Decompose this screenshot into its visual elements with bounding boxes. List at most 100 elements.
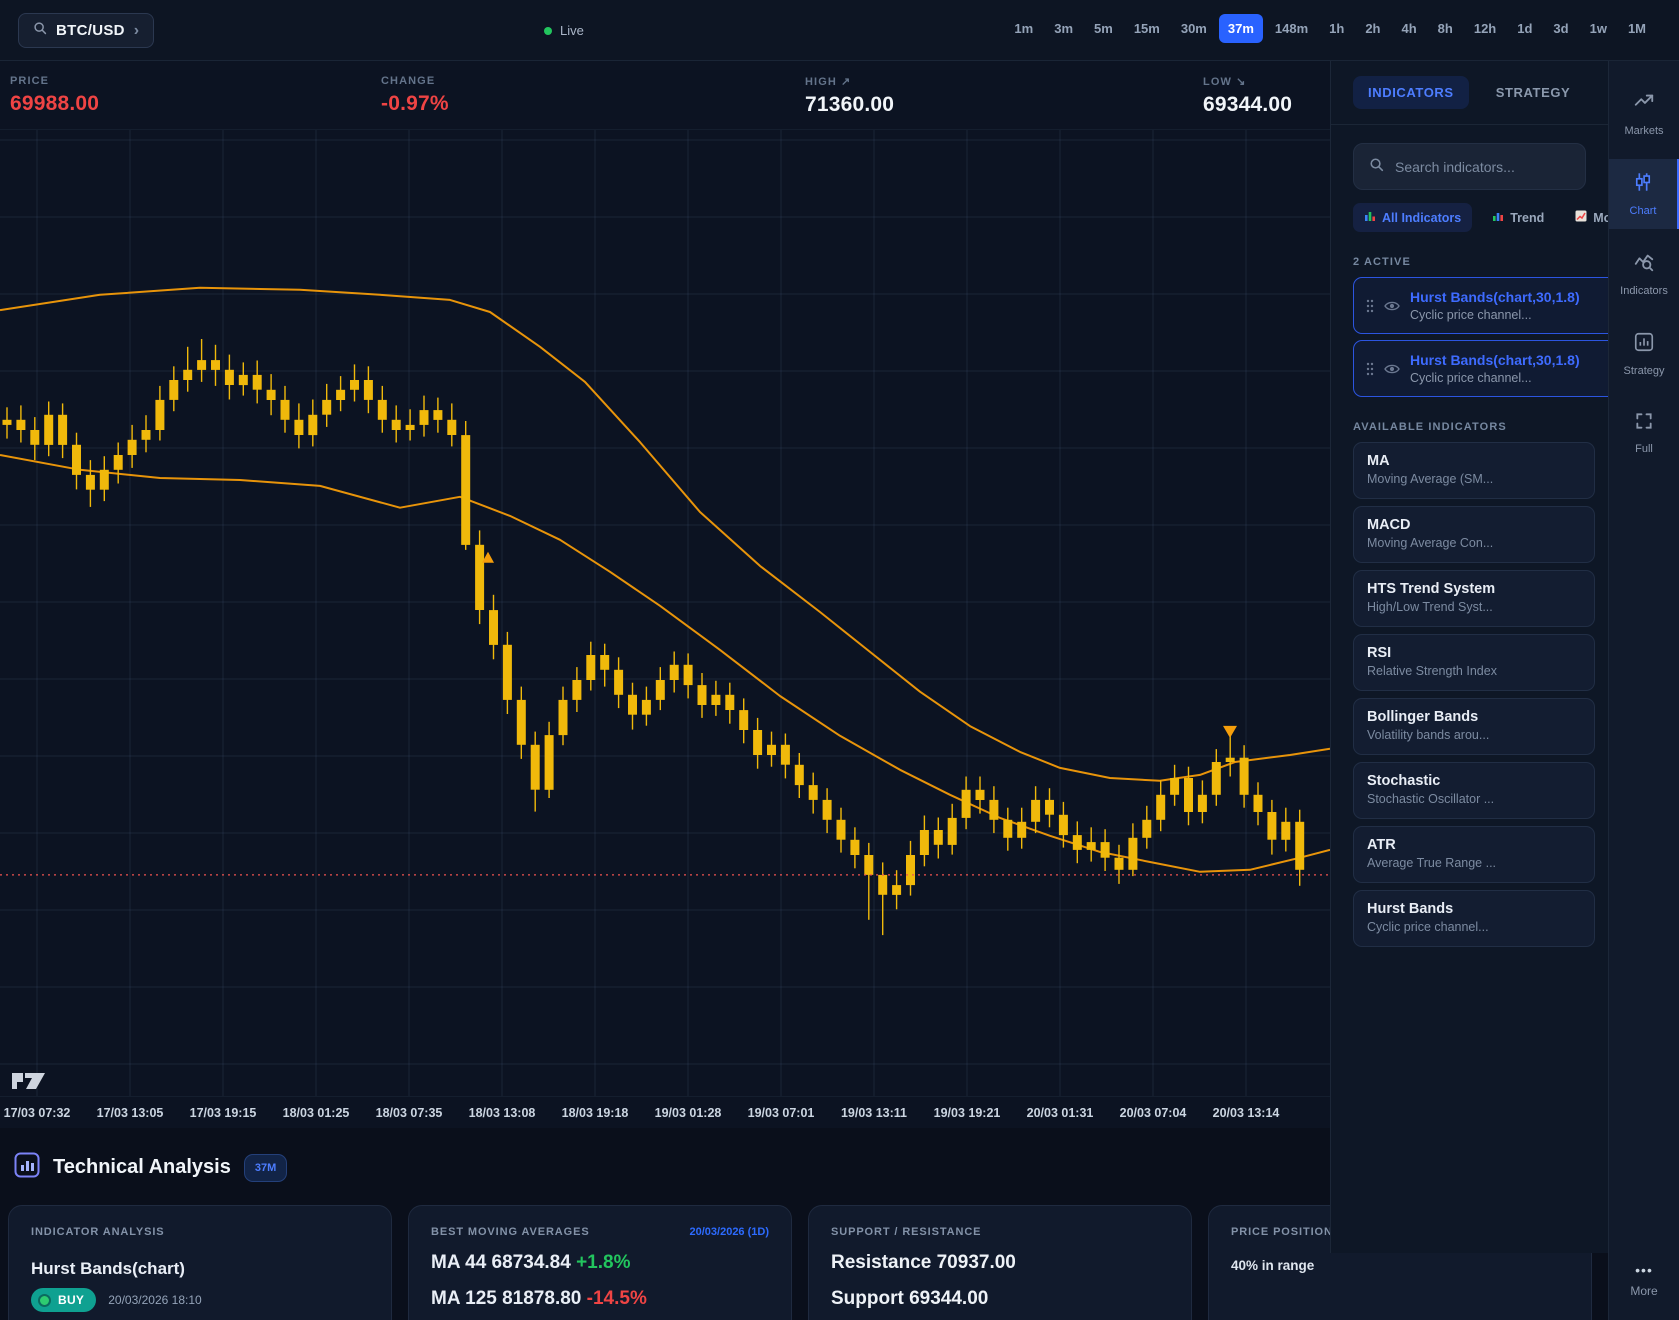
symbol-label: BTC/USD xyxy=(56,22,125,39)
stat-price-label: PRICE xyxy=(10,75,50,87)
available-label: AVAILABLE INDICATORS xyxy=(1353,421,1507,433)
active-indicator-text: Hurst Bands(chart,30,1.8) Cyclic price ch… xyxy=(1410,352,1608,385)
eye-icon[interactable] xyxy=(1384,300,1400,312)
eye-icon[interactable] xyxy=(1384,363,1400,375)
indicator-desc: Moving Average (SM... xyxy=(1367,472,1494,486)
timeframe-2h[interactable]: 2h xyxy=(1356,14,1389,43)
time-axis-label: 17/03 07:32 xyxy=(3,1106,71,1120)
sell-marker-icon xyxy=(1223,725,1237,738)
analysis-title: Technical Analysis xyxy=(53,1156,231,1178)
tool-sidebar: Markets Chart Indicators Strategy Full ••• M… xyxy=(1608,61,1679,1320)
analysis-header: Technical Analysis 37M xyxy=(14,1152,288,1183)
timeframe-15m[interactable]: 15m xyxy=(1125,14,1169,43)
moving-averages-card: BEST MOVING AVERAGES 20/03/2026 (1D) MA … xyxy=(408,1205,792,1320)
time-axis-label: 17/03 19:15 xyxy=(189,1106,257,1120)
sidebar-item-label: Markets xyxy=(1624,125,1664,137)
card-label: BEST MOVING AVERAGES xyxy=(431,1226,590,1238)
indicator-card-bollinger-bands[interactable]: Bollinger Bands Volatility bands arou... xyxy=(1353,698,1595,755)
active-indicator-card[interactable]: Hurst Bands(chart,30,1.8) Cyclic price ch… xyxy=(1353,277,1608,334)
stat-high-label: HIGH ↗ xyxy=(805,76,852,88)
time-axis-label: 19/03 19:21 xyxy=(933,1106,1001,1120)
timeframe-12h[interactable]: 12h xyxy=(1465,14,1505,43)
indicator-desc: Average True Range ... xyxy=(1367,856,1497,870)
chart-grid xyxy=(0,130,1330,1096)
active-indicator-subtitle: Cyclic price channel... xyxy=(1410,371,1532,385)
timeframe-1w[interactable]: 1w xyxy=(1581,14,1616,43)
indicator-name: Hurst Bands(chart) xyxy=(31,1259,185,1278)
indicator-card-macd[interactable]: MACD Moving Average Con... xyxy=(1353,506,1595,563)
card-label: INDICATOR ANALYSIS xyxy=(31,1226,165,1238)
indicator-title: MACD xyxy=(1367,517,1411,533)
ma-change: +1.8% xyxy=(576,1252,631,1273)
indicator-search[interactable] xyxy=(1353,143,1586,190)
sidebar-item-indicators[interactable]: Indicators xyxy=(1609,239,1679,309)
indicator-desc: Volatility bands arou... xyxy=(1367,728,1490,742)
timeframe-4h[interactable]: 4h xyxy=(1393,14,1426,43)
indicator-card-atr[interactable]: ATR Average True Range ... xyxy=(1353,826,1595,883)
time-axis: 17/03 07:32 17/03 13:05 17/03 19:15 18/03 0… xyxy=(0,1096,1330,1128)
symbol-selector[interactable]: BTC/USD › xyxy=(18,13,155,48)
tab-strategy[interactable]: STRATEGY xyxy=(1481,76,1586,109)
sidebar-item-strategy[interactable]: Strategy xyxy=(1609,319,1679,389)
buy-signal-badge: BUY xyxy=(31,1288,97,1312)
price-position-value: 40% in range xyxy=(1231,1258,1315,1273)
sidebar-item-markets[interactable]: Markets xyxy=(1609,79,1679,149)
timeframe-37m[interactable]: 37m xyxy=(1218,14,1263,43)
timeframe-3d[interactable]: 3d xyxy=(1544,14,1577,43)
filter-chip-momentum[interactable]: Momentum xyxy=(1564,203,1608,232)
filter-chips: All Indicators Trend Momentum xyxy=(1353,203,1608,232)
timeframe-1d[interactable]: 1d xyxy=(1508,14,1541,43)
indicator-desc: High/Low Trend Syst... xyxy=(1367,600,1493,614)
filter-chip-trend[interactable]: Trend xyxy=(1481,203,1555,232)
price-chart[interactable] xyxy=(0,130,1330,1096)
indicators-icon xyxy=(1633,251,1655,278)
card-label: SUPPORT / RESISTANCE xyxy=(831,1226,982,1238)
indicator-analysis-card: INDICATOR ANALYSIS Hurst Bands(chart) BU… xyxy=(8,1205,392,1320)
tab-indicators[interactable]: INDICATORS xyxy=(1353,76,1469,109)
time-axis-label: 19/03 13:11 xyxy=(840,1106,908,1120)
live-indicator: Live xyxy=(544,23,584,38)
time-axis-label: 20/03 13:14 xyxy=(1212,1106,1280,1120)
indicator-desc: Cyclic price channel... xyxy=(1367,920,1489,934)
indicator-title: Stochastic xyxy=(1367,773,1441,789)
drag-handle[interactable] xyxy=(1366,299,1374,313)
timeframe-3m[interactable]: 3m xyxy=(1045,14,1082,43)
buy-marker-icon xyxy=(482,551,494,563)
live-label: Live xyxy=(560,23,584,38)
timeframe-1h[interactable]: 1h xyxy=(1320,14,1353,43)
timeframe-148m[interactable]: 148m xyxy=(1266,14,1317,43)
markets-icon xyxy=(1633,91,1655,118)
sidebar-item-more[interactable]: ••• More xyxy=(1609,1262,1679,1298)
indicators-panel: INDICATORS STRATEGY All Indicators Trend M… xyxy=(1330,61,1608,1253)
indicator-card-ma[interactable]: MA Moving Average (SM... xyxy=(1353,442,1595,499)
search-input[interactable] xyxy=(1395,158,1576,175)
active-indicator-title: Hurst Bands(chart,30,1.8) xyxy=(1410,289,1580,305)
time-axis-label: 17/03 13:05 xyxy=(96,1106,164,1120)
sidebar-item-chart[interactable]: Chart xyxy=(1609,159,1679,229)
signal-time: 20/03/2026 18:10 xyxy=(108,1293,202,1307)
time-axis-label: 18/03 13:08 xyxy=(468,1106,536,1120)
timeframe-5m[interactable]: 5m xyxy=(1085,14,1122,43)
panel-tabs: INDICATORS STRATEGY xyxy=(1331,61,1608,125)
time-axis-label: 18/03 19:18 xyxy=(561,1106,629,1120)
timeframe-1m[interactable]: 1m xyxy=(1005,14,1042,43)
timeframe-8h[interactable]: 8h xyxy=(1429,14,1462,43)
drag-handle[interactable] xyxy=(1366,362,1374,376)
sidebar-item-full[interactable]: Full xyxy=(1609,399,1679,467)
stat-change-label: CHANGE xyxy=(381,75,436,87)
active-indicator-card[interactable]: Hurst Bands(chart,30,1.8) Cyclic price ch… xyxy=(1353,340,1608,397)
bar-chart-icon xyxy=(14,1152,40,1183)
timeframe-30m[interactable]: 30m xyxy=(1172,14,1216,43)
timeframe-1M[interactable]: 1M xyxy=(1619,14,1655,43)
indicator-card-hts-trend-system[interactable]: HTS Trend System High/Low Trend Syst... xyxy=(1353,570,1595,627)
indicator-card-stochastic[interactable]: Stochastic Stochastic Oscillator ... xyxy=(1353,762,1595,819)
stat-price-value: 69988.00 xyxy=(10,92,100,115)
indicator-title: MA xyxy=(1367,453,1390,469)
search-icon xyxy=(33,21,47,40)
indicator-card-hurst-bands[interactable]: Hurst Bands Cyclic price channel... xyxy=(1353,890,1595,947)
indicator-desc: Moving Average Con... xyxy=(1367,536,1494,550)
indicator-card-rsi[interactable]: RSI Relative Strength Index xyxy=(1353,634,1595,691)
more-dots-icon: ••• xyxy=(1635,1262,1653,1278)
full-icon xyxy=(1634,411,1654,436)
filter-chip-all-indicators[interactable]: All Indicators xyxy=(1353,203,1473,232)
